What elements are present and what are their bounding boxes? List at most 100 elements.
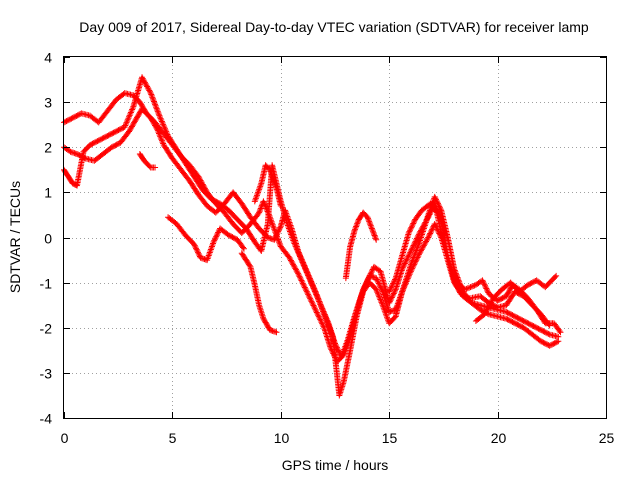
data-point <box>360 287 367 294</box>
data-point <box>408 224 415 231</box>
data-point <box>413 235 420 242</box>
data-point <box>555 338 562 345</box>
data-point <box>557 329 564 336</box>
data-point <box>163 128 170 135</box>
data-point <box>322 312 329 319</box>
data-point <box>487 300 494 307</box>
data-point <box>154 126 161 133</box>
data-point <box>316 298 323 305</box>
data-point <box>464 285 471 292</box>
data-point <box>415 231 422 238</box>
data-point <box>158 118 165 125</box>
y-tick-label: -4 <box>40 411 53 427</box>
data-point <box>261 199 268 206</box>
data-point <box>419 245 426 252</box>
data-point <box>505 289 512 296</box>
data-point <box>419 224 426 231</box>
data-point <box>261 318 268 325</box>
data-point <box>377 297 384 304</box>
data-point <box>160 140 167 147</box>
plot-frame <box>63 56 607 419</box>
data-point <box>408 246 415 253</box>
data-point <box>300 262 307 269</box>
data-point <box>316 315 323 322</box>
data-point <box>405 229 412 236</box>
data-point <box>306 275 313 282</box>
data-point <box>324 318 331 325</box>
data-point <box>151 121 158 128</box>
data-point <box>387 297 394 304</box>
data-point <box>426 211 433 218</box>
data-point <box>149 95 156 102</box>
data-point <box>154 127 161 134</box>
data-point <box>362 281 369 288</box>
data-point <box>122 122 129 129</box>
data-point <box>296 252 303 259</box>
data-point <box>271 236 278 243</box>
data-point <box>506 286 513 293</box>
data-point <box>292 241 299 248</box>
data-point <box>313 309 320 316</box>
data-point <box>386 288 393 295</box>
data-point <box>373 275 380 282</box>
data-point <box>370 229 377 236</box>
data-point <box>371 231 378 238</box>
data-point <box>316 299 323 306</box>
data-point <box>379 287 386 294</box>
data-point <box>431 193 438 200</box>
data-point <box>354 219 361 226</box>
data-point <box>194 249 201 256</box>
data-point <box>483 308 490 315</box>
data-point <box>413 236 420 243</box>
data-point <box>421 241 428 248</box>
data-point <box>156 131 163 138</box>
data-point <box>413 247 420 254</box>
data-point <box>314 310 321 317</box>
data-point <box>405 253 412 260</box>
data-point <box>410 242 417 249</box>
data-series <box>386 200 564 336</box>
data-point <box>277 202 284 209</box>
data-point <box>455 286 462 293</box>
data-point <box>466 284 473 291</box>
data-point <box>360 285 367 292</box>
y-tick-label: -3 <box>40 366 53 382</box>
data-point <box>374 277 381 284</box>
data-point <box>417 228 424 235</box>
data-point <box>365 217 372 224</box>
data-series <box>136 151 159 171</box>
data-point <box>135 112 142 119</box>
x-tick-label: 5 <box>169 430 177 446</box>
data-point <box>298 277 305 284</box>
data-point <box>425 234 432 241</box>
data-point <box>161 125 168 132</box>
data-point <box>126 128 133 135</box>
data-point <box>367 222 374 229</box>
data-point <box>386 287 393 294</box>
data-point <box>129 122 136 129</box>
data-point <box>246 262 253 269</box>
data-point <box>309 282 316 289</box>
data-point <box>483 307 490 314</box>
data-point <box>485 304 492 311</box>
data-point <box>365 276 372 283</box>
data-point <box>388 283 395 290</box>
data-point <box>311 303 318 310</box>
data-point <box>377 296 384 303</box>
data-point <box>260 198 267 205</box>
data-point <box>320 308 327 315</box>
data-point <box>159 139 166 146</box>
data-point <box>352 226 359 233</box>
data-point <box>371 232 378 239</box>
data-point <box>191 242 198 249</box>
data-point <box>139 75 146 82</box>
data-point <box>427 208 434 215</box>
data-point <box>294 247 301 254</box>
data-point <box>295 270 302 277</box>
data-point <box>467 284 474 291</box>
data-point <box>315 297 322 304</box>
data-point <box>488 298 495 305</box>
chart-title: Day 009 of 2017, Sidereal Day-to-day VTE… <box>79 19 589 35</box>
data-point <box>414 234 421 241</box>
data-point <box>290 261 297 268</box>
